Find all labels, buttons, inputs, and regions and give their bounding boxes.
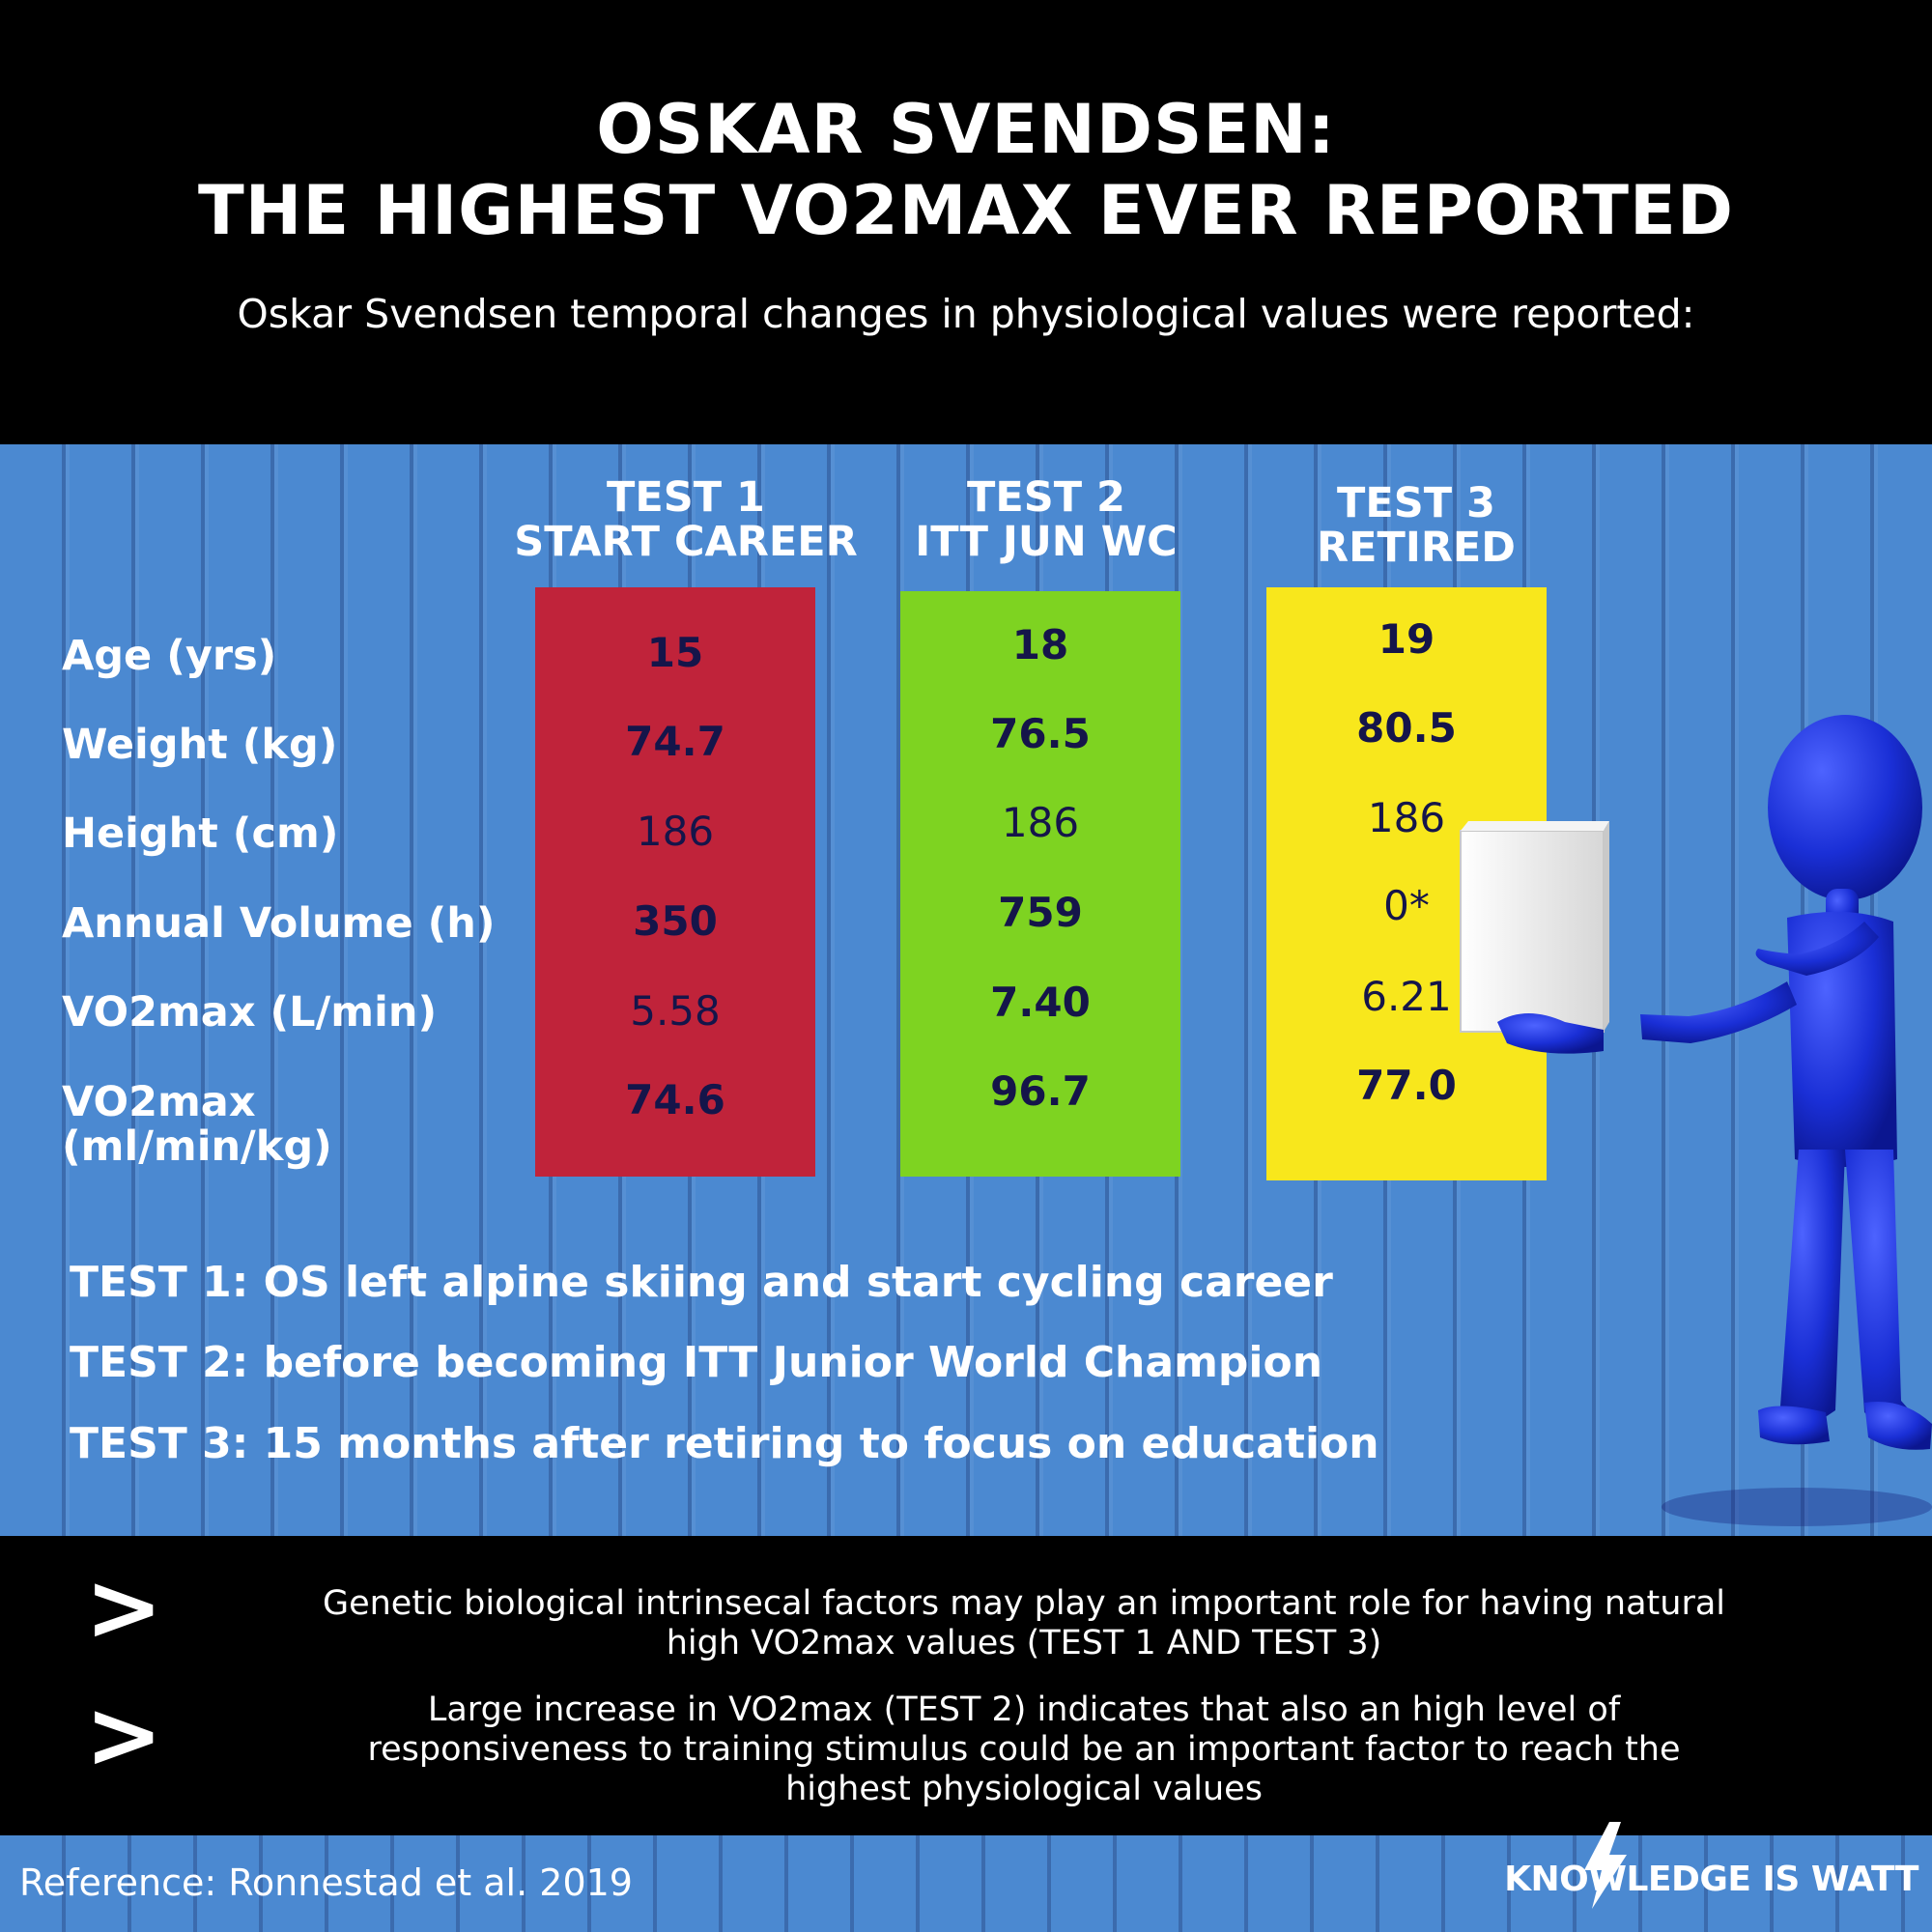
cell-volume: 350	[633, 897, 718, 945]
data-panel: TEST 1 START CAREER TEST 2 ITT JUN WC TE…	[0, 444, 1932, 1536]
footer: Reference: Ronnestad et al. 2019 KNOWLED…	[0, 1835, 1932, 1932]
cell-volume: 0*	[1383, 882, 1430, 929]
column-header-line1: TEST 1	[607, 473, 765, 522]
cell-weight: 74.7	[625, 718, 725, 765]
column-header-line1: TEST 2	[967, 473, 1125, 522]
conclusion-2: Large increase in VO2max (TEST 2) indica…	[251, 1690, 1797, 1809]
row-label-annual-volume: Annual Volume (h)	[62, 899, 496, 948]
reference-text: Reference: Ronnestad et al. 2019	[19, 1861, 633, 1904]
chevron-right-icon: >	[85, 1553, 163, 1662]
cell-height: 186	[1367, 794, 1446, 841]
cell-vo2max-l: 7.40	[990, 979, 1091, 1026]
column-test-2: 18 76.5 186 759 7.40 96.7	[900, 591, 1180, 1177]
cell-vo2max-l: 5.58	[630, 987, 721, 1035]
cell-height: 186	[1001, 799, 1080, 846]
note-test-3: TEST 3: 15 months after retiring to focu…	[70, 1419, 1379, 1468]
cell-weight: 76.5	[990, 710, 1091, 757]
column-test-1: 15 74.7 186 350 5.58 74.6	[535, 587, 815, 1177]
subtitle: Oskar Svendsen temporal changes in physi…	[237, 291, 1695, 337]
row-label-age: Age (yrs)	[62, 632, 277, 680]
row-label-weight: Weight (kg)	[62, 721, 338, 769]
conclusion-line: highest physiological values	[785, 1770, 1263, 1808]
title-line-2: THE HIGHEST VO2MAX EVER REPORTED	[198, 171, 1734, 250]
row-label-height: Height (cm)	[62, 810, 339, 858]
cell-vo2max-ml: 77.0	[1356, 1062, 1457, 1109]
conclusion-line: Genetic biological intrinsecal factors m…	[322, 1584, 1726, 1623]
cell-age: 19	[1378, 615, 1435, 663]
column-header-line1: TEST 3	[1337, 479, 1495, 527]
row-label-line1: VO2max	[62, 1078, 256, 1126]
cell-vo2max-ml: 96.7	[990, 1067, 1091, 1115]
conclusions-box: > Genetic biological intrinsecal factors…	[0, 1536, 1932, 1835]
chevron-right-icon: >	[85, 1681, 163, 1789]
column-header-line2: START CAREER	[514, 518, 858, 566]
cell-height: 186	[636, 808, 715, 855]
lightning-bolt-icon	[1584, 1822, 1627, 1909]
row-label-vo2max-lmin: VO2max (L/min)	[62, 988, 438, 1037]
column-header-test-2: TEST 2 ITT JUN WC	[872, 475, 1220, 564]
blue-stick-figure-holding-box-icon	[1460, 715, 1932, 1526]
cell-vo2max-l: 6.21	[1361, 973, 1452, 1020]
conclusion-line: high VO2max values (TEST 1 AND TEST 3)	[666, 1624, 1382, 1662]
column-header-line2: RETIRED	[1317, 524, 1516, 572]
conclusion-line: Large increase in VO2max (TEST 2) indica…	[427, 1690, 1621, 1729]
conclusion-1: Genetic biological intrinsecal factors m…	[251, 1584, 1797, 1663]
column-header-line2: ITT JUN WC	[915, 518, 1178, 566]
note-test-2: TEST 2: before becoming ITT Junior World…	[70, 1338, 1323, 1387]
conclusion-line: responsiveness to training stimulus coul…	[367, 1730, 1681, 1769]
cell-volume: 759	[998, 889, 1083, 936]
column-header-test-1: TEST 1 START CAREER	[512, 475, 860, 564]
title-line-1: OSKAR SVENDSEN:	[596, 90, 1336, 169]
note-test-1: TEST 1: OS left alpine skiing and start …	[70, 1258, 1333, 1307]
row-label-line2: (ml/min/kg)	[62, 1122, 332, 1171]
cell-vo2max-ml: 74.6	[625, 1076, 725, 1123]
cell-weight: 80.5	[1356, 704, 1457, 752]
page-title: OSKAR SVENDSEN: THE HIGHEST VO2MAX EVER …	[0, 89, 1932, 251]
cell-age: 18	[1011, 621, 1069, 668]
row-label-vo2max-mlminkg: VO2max (ml/min/kg)	[62, 1080, 332, 1169]
column-header-test-3: TEST 3 RETIRED	[1242, 481, 1590, 570]
cell-age: 15	[646, 629, 704, 676]
brand-name: KNOWLEDGE IS WATT	[1504, 1860, 1918, 1899]
header: OSKAR SVENDSEN: THE HIGHEST VO2MAX EVER …	[0, 0, 1932, 444]
